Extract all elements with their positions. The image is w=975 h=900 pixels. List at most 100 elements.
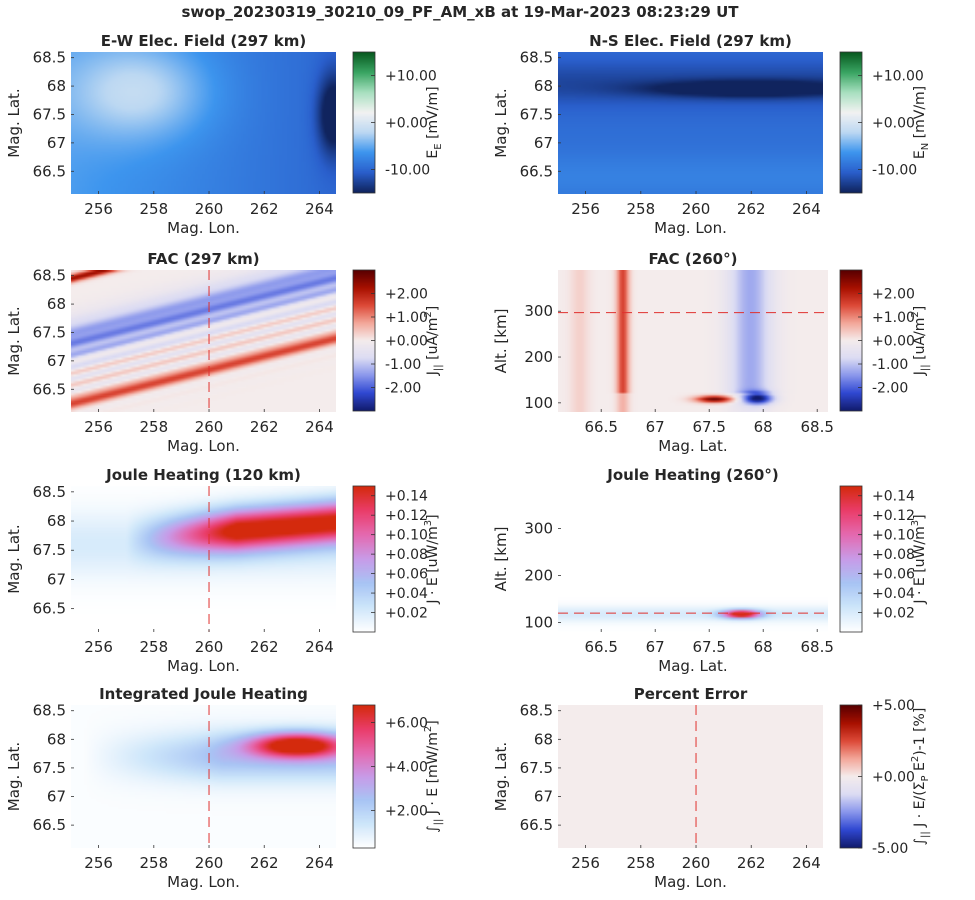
- heatmap-image: [71, 705, 336, 848]
- panel-title: E-W Elec. Field (297 km): [101, 32, 306, 50]
- y-tick-label: 67: [47, 352, 66, 370]
- x-axis-label: Mag. Lat.: [658, 437, 727, 455]
- colorbar-tick-label: +0.00: [872, 334, 915, 350]
- colorbar-label: ∫|| J · E/(ΣP E2)-1 [%]: [910, 708, 931, 846]
- colorbar-tick-label: +0.10: [872, 528, 915, 544]
- colorbar-tick-label: +0.06: [385, 567, 428, 583]
- x-tick-label: 260: [195, 854, 224, 872]
- y-tick-label: 300: [524, 519, 553, 537]
- x-tick-label: 258: [139, 418, 168, 436]
- colorbar-tick-label: +0.04: [872, 586, 915, 602]
- x-axis-label: Mag. Lon.: [654, 219, 727, 237]
- x-tick-label: 258: [626, 854, 655, 872]
- x-tick-label: 256: [571, 854, 600, 872]
- y-tick-label: 67.5: [33, 323, 66, 341]
- y-tick-label: 67.5: [520, 105, 553, 123]
- x-axis-label: Mag. Lon.: [167, 219, 240, 237]
- panel-jh_alt: Joule Heating (260°) 66.5 67 67.5 68 68.5 100 2…: [492, 466, 928, 675]
- y-tick-label: 67: [47, 788, 66, 806]
- y-tick-label: 200: [524, 348, 553, 366]
- colorbar-tick-label: -5.00: [872, 841, 908, 857]
- y-tick-label: 66.5: [520, 162, 553, 180]
- colorbar: [840, 486, 862, 632]
- colorbar-tick-label: +0.10: [385, 528, 428, 544]
- colorbar-tick-label: +5.00: [872, 698, 915, 714]
- panel-ew: E-W Elec. Field (297 km) 256 258 260 262 264 6…: [5, 32, 444, 237]
- panel-err: Percent Error 256 258 260 262 264 66.5 67 67.5 68…: [492, 685, 931, 891]
- colorbar-tick-label: +0.00: [385, 116, 428, 132]
- y-axis-label: Mag. Lat.: [5, 88, 23, 157]
- panel-fac: FAC (297 km) 256 258 260 262 264 66.5 67 67.5 68 6…: [5, 250, 444, 455]
- colorbar-tick-label: -2.00: [872, 381, 908, 397]
- colorbar: [353, 486, 375, 632]
- x-tick-label: 264: [792, 854, 821, 872]
- colorbar-tick-label: +10.00: [385, 69, 437, 85]
- heatmap-image: [558, 52, 823, 194]
- heatmap-image: [71, 270, 336, 412]
- panel-title: Joule Heating (260°): [606, 466, 778, 484]
- colorbar: [840, 270, 862, 411]
- x-tick-label: 258: [139, 638, 168, 656]
- y-axis-label: Mag. Lat.: [492, 88, 510, 157]
- colorbar-tick-label: +1.00: [385, 310, 428, 326]
- y-tick-label: 100: [524, 394, 553, 412]
- y-tick-label: 67: [47, 134, 66, 152]
- colorbar-tick-label: +0.02: [872, 606, 915, 622]
- x-tick-label: 258: [139, 854, 168, 872]
- colorbar-tick-label: +2.00: [385, 804, 428, 820]
- x-axis-label: Mag. Lon.: [167, 873, 240, 891]
- x-tick-label: 264: [305, 638, 334, 656]
- y-tick-label: 68.5: [33, 267, 66, 285]
- x-tick-label: 264: [305, 200, 334, 218]
- x-axis-label: Mag. Lat.: [658, 657, 727, 675]
- heatmap-image: [71, 52, 336, 194]
- colorbar-tick-label: +0.00: [872, 770, 915, 786]
- x-tick-label: 262: [737, 200, 766, 218]
- y-tick-label: 67.5: [33, 105, 66, 123]
- panel-jh: Joule Heating (120 km) 256 258 260 262 264 66.…: [5, 466, 441, 675]
- y-axis-label: Mag. Lat.: [492, 742, 510, 811]
- x-tick-label: 66.5: [584, 418, 617, 436]
- y-tick-label: 66.5: [520, 816, 553, 834]
- x-tick-label: 258: [139, 200, 168, 218]
- y-axis-label: Alt. [km]: [492, 527, 510, 592]
- y-tick-label: 68.5: [520, 702, 553, 720]
- x-tick-label: 260: [195, 638, 224, 656]
- colorbar-label: ∫|| J · E [mW/m2]: [423, 720, 444, 832]
- colorbar-tick-label: +0.14: [385, 489, 428, 505]
- colorbar: [840, 705, 862, 848]
- colorbar-tick-label: +0.04: [385, 586, 428, 602]
- y-tick-label: 68: [534, 77, 553, 95]
- colorbar-frame: [352, 704, 376, 849]
- colorbar-tick-label: +0.00: [385, 334, 428, 350]
- colorbar-label: J · E [uW/m3]: [910, 514, 928, 604]
- y-tick-label: 68.5: [33, 483, 66, 501]
- y-tick-label: 67: [47, 570, 66, 588]
- colorbar-tick-label: -10.00: [385, 163, 430, 179]
- y-tick-label: 66.5: [33, 600, 66, 618]
- y-axis-label: Mag. Lat.: [5, 524, 23, 593]
- colorbar-frame: [839, 485, 863, 633]
- colorbar-tick-label: -1.00: [872, 357, 908, 373]
- colorbar-tick-label: +4.00: [385, 760, 428, 776]
- x-tick-label: 66.5: [584, 638, 617, 656]
- colorbar-label: EE [mV/m]: [425, 86, 444, 158]
- y-tick-label: 200: [524, 566, 553, 584]
- x-tick-label: 67: [646, 638, 665, 656]
- y-axis-label: Alt. [km]: [492, 309, 510, 374]
- y-axis-label: Mag. Lat.: [5, 742, 23, 811]
- panel-ijh: Integrated Joule Heating 256 258 260 262 264 6…: [5, 685, 444, 891]
- colorbar-tick-label: +2.00: [872, 287, 915, 303]
- x-tick-label: 256: [84, 418, 113, 436]
- x-tick-label: 68: [754, 638, 773, 656]
- x-tick-label: 67: [646, 418, 665, 436]
- colorbar: [840, 52, 862, 193]
- colorbar-tick-label: -1.00: [385, 357, 421, 373]
- y-tick-label: 66.5: [33, 162, 66, 180]
- panel-title: Joule Heating (120 km): [105, 466, 301, 484]
- panel-ns: N-S Elec. Field (297 km) 256 258 260 262 264 6…: [492, 32, 931, 237]
- panel-title: Integrated Joule Heating: [99, 685, 308, 703]
- x-tick-label: 256: [571, 200, 600, 218]
- y-tick-label: 68.5: [33, 49, 66, 67]
